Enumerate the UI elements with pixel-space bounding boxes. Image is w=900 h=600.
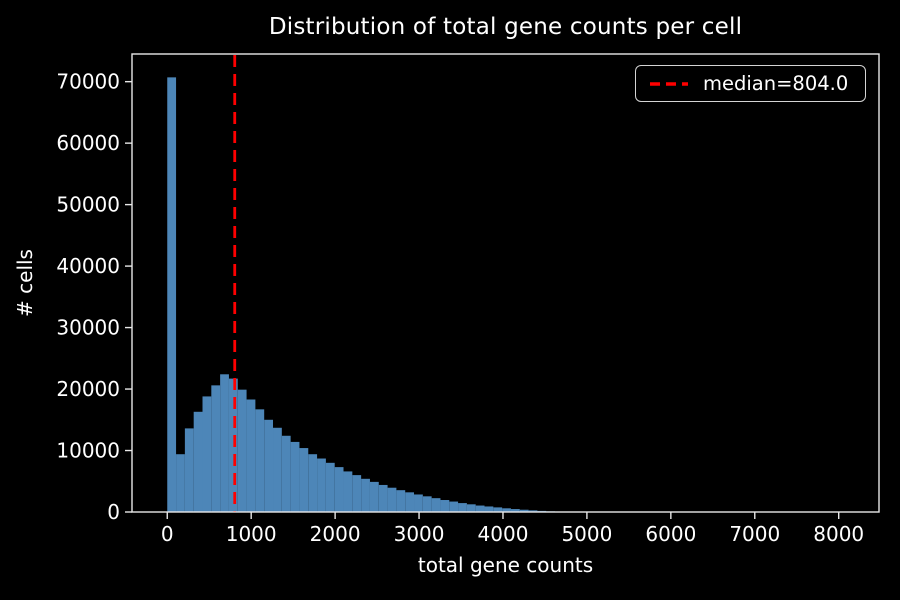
histogram-bar	[211, 385, 221, 512]
histogram-bar	[167, 77, 177, 512]
histogram-bar	[290, 441, 300, 512]
y-tick-label: 0	[107, 500, 120, 524]
histogram-bar	[246, 399, 256, 512]
histogram-bar	[237, 389, 247, 512]
plot-spines	[131, 53, 880, 513]
histogram-bar	[484, 506, 494, 512]
histogram-bar	[352, 475, 362, 512]
x-tick-label: 1000	[226, 522, 277, 546]
histogram-bar	[396, 490, 406, 512]
histogram-bar	[273, 427, 282, 512]
legend: median=804.0	[635, 65, 866, 102]
histogram-bar	[440, 500, 450, 512]
histogram-bar	[255, 409, 265, 512]
y-tick-label: 40000	[56, 254, 120, 278]
histogram-bar	[317, 458, 326, 512]
histogram-bar	[528, 510, 538, 512]
histogram-bar	[493, 507, 503, 512]
histogram-bar	[431, 498, 441, 512]
histogram-bar	[502, 508, 511, 512]
histogram-bar	[176, 454, 185, 512]
x-tick-label: 4000	[478, 522, 529, 546]
histogram-bar	[334, 467, 344, 512]
histogram-bar	[299, 448, 309, 512]
x-axis-label: total gene counts	[417, 553, 594, 577]
x-tick-label: 5000	[561, 522, 612, 546]
histogram-bar	[378, 484, 388, 512]
legend-label: median=804.0	[703, 72, 849, 95]
histogram-bar	[308, 454, 318, 512]
y-tick-label: 30000	[56, 316, 120, 340]
histogram-bar	[202, 396, 212, 512]
chart-title: Distribution of total gene counts per ce…	[268, 14, 743, 40]
histogram-bar	[519, 509, 529, 512]
y-tick-label: 60000	[56, 131, 120, 155]
y-tick-label: 20000	[56, 377, 120, 401]
x-tick-label: 3000	[394, 522, 445, 546]
histogram-bar	[325, 462, 335, 512]
histogram-bar	[361, 478, 370, 512]
histogram-bar	[369, 481, 379, 512]
x-tick-label: 7000	[729, 522, 780, 546]
histogram-bar	[475, 505, 485, 512]
histogram-bar	[264, 419, 274, 512]
histogram-bar	[458, 503, 467, 512]
histogram-bar	[422, 496, 432, 512]
histogram-bar	[184, 428, 194, 512]
x-tick-label: 8000	[813, 522, 864, 546]
histogram-bar	[414, 494, 423, 512]
histogram-bar	[510, 509, 520, 512]
x-tick-label: 0	[161, 522, 174, 546]
x-tick-label: 2000	[310, 522, 361, 546]
y-tick-label: 70000	[56, 70, 120, 94]
x-tick-label: 6000	[645, 522, 696, 546]
histogram-bar	[466, 504, 476, 512]
histogram-bar	[387, 487, 397, 512]
histogram-bar	[220, 374, 229, 512]
histogram-bar	[193, 411, 203, 512]
y-axis-label: # cells	[13, 249, 37, 317]
median-line-legend-swatch	[650, 81, 688, 86]
y-tick-label: 50000	[56, 193, 120, 217]
histogram-bar	[343, 471, 353, 512]
histogram-bar	[449, 501, 459, 512]
y-tick-label: 10000	[56, 439, 120, 463]
histogram-bar	[405, 492, 415, 512]
histogram-bar	[281, 435, 291, 512]
